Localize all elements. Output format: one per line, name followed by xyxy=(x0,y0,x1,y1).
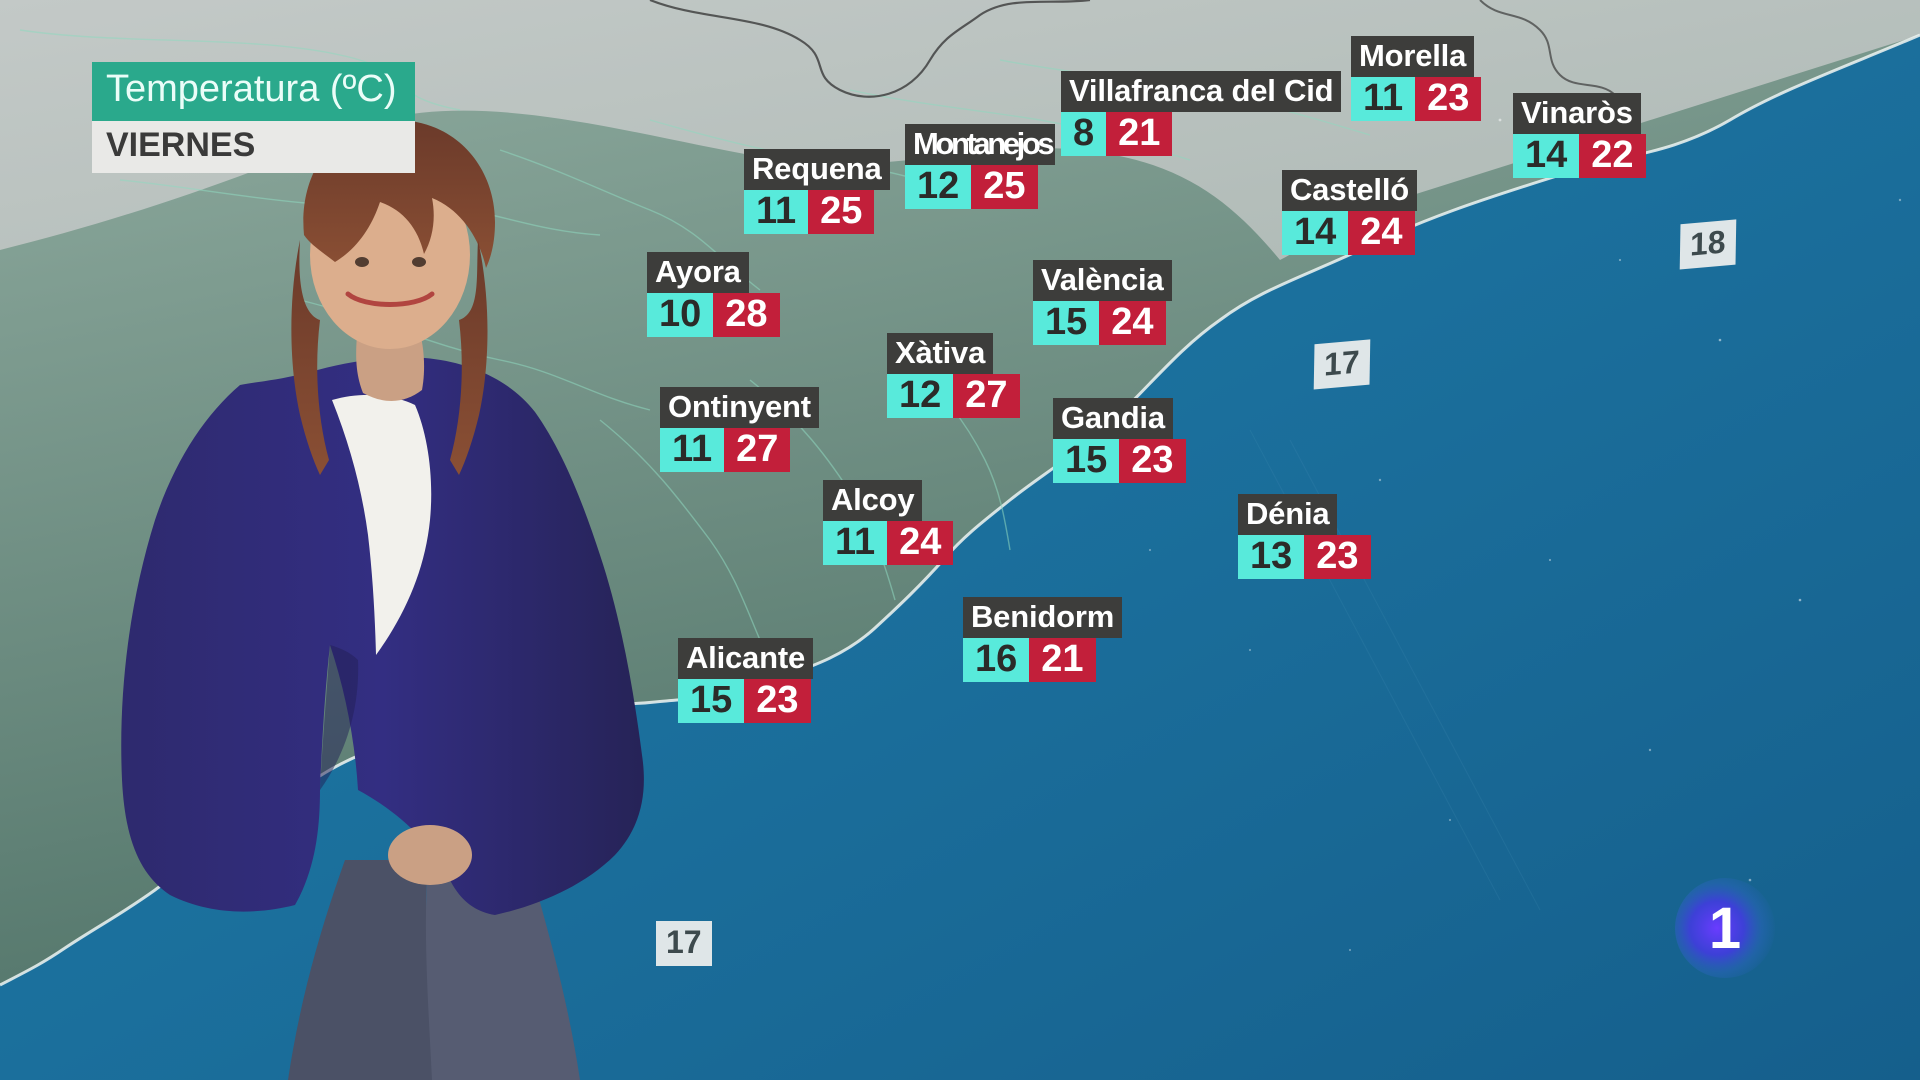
svg-text:1: 1 xyxy=(1709,896,1741,961)
